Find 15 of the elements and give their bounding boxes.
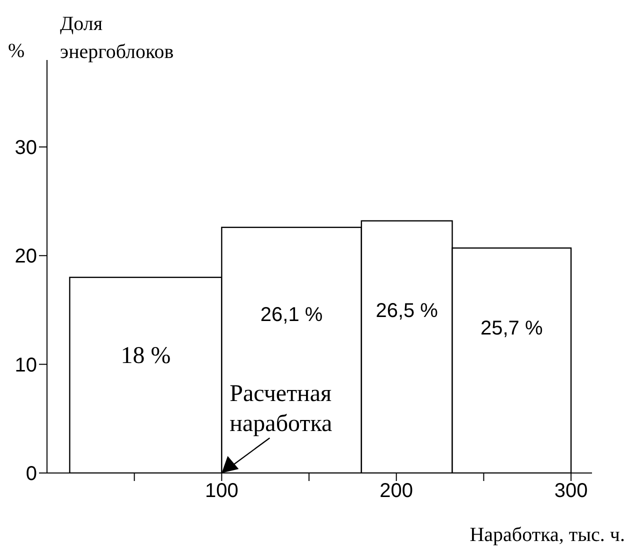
x-axis-title: Наработка, тыс. ч. <box>470 524 625 547</box>
annotation: 26,1 % <box>260 304 323 326</box>
x-tick-label: 300 <box>554 480 588 502</box>
x-tick-label: 100 <box>204 480 238 502</box>
y-tick-label: 10 <box>14 354 37 376</box>
annotation: 25,7 % <box>480 317 543 340</box>
annotation: Расчетная наработка <box>230 381 333 437</box>
y-tick-label: 30 <box>14 137 37 160</box>
annotation: 26,5 % <box>376 300 438 322</box>
annotation: 18 % <box>120 343 171 370</box>
chart-title: Доля энергоблоков <box>60 12 175 65</box>
y-tick-label: 20 <box>14 246 37 268</box>
y-tick-label: 0 <box>26 463 37 486</box>
x-tick-label: 200 <box>380 480 414 502</box>
y-axis-title: % <box>8 40 25 63</box>
